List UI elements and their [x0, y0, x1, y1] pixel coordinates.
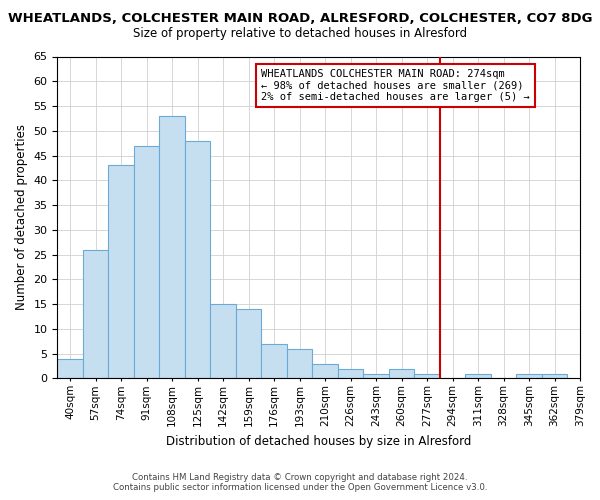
X-axis label: Distribution of detached houses by size in Alresford: Distribution of detached houses by size … [166, 434, 472, 448]
Bar [109, 166, 134, 378]
Bar [211, 304, 236, 378]
Bar [338, 368, 364, 378]
Bar [58, 358, 83, 378]
Bar [185, 140, 211, 378]
Bar [160, 116, 185, 378]
Bar [287, 349, 313, 378]
Bar [389, 368, 414, 378]
Bar [262, 344, 287, 378]
Bar [414, 374, 440, 378]
Bar [134, 146, 160, 378]
Y-axis label: Number of detached properties: Number of detached properties [15, 124, 28, 310]
Bar [236, 309, 262, 378]
Bar [83, 250, 109, 378]
Text: Contains HM Land Registry data © Crown copyright and database right 2024.
Contai: Contains HM Land Registry data © Crown c… [113, 473, 487, 492]
Text: Size of property relative to detached houses in Alresford: Size of property relative to detached ho… [133, 28, 467, 40]
Bar [542, 374, 567, 378]
Bar [516, 374, 542, 378]
Text: WHEATLANDS, COLCHESTER MAIN ROAD, ALRESFORD, COLCHESTER, CO7 8DG: WHEATLANDS, COLCHESTER MAIN ROAD, ALRESF… [8, 12, 592, 26]
Bar [313, 364, 338, 378]
Bar [364, 374, 389, 378]
Text: WHEATLANDS COLCHESTER MAIN ROAD: 274sqm
← 98% of detached houses are smaller (26: WHEATLANDS COLCHESTER MAIN ROAD: 274sqm … [262, 69, 530, 102]
Bar [465, 374, 491, 378]
